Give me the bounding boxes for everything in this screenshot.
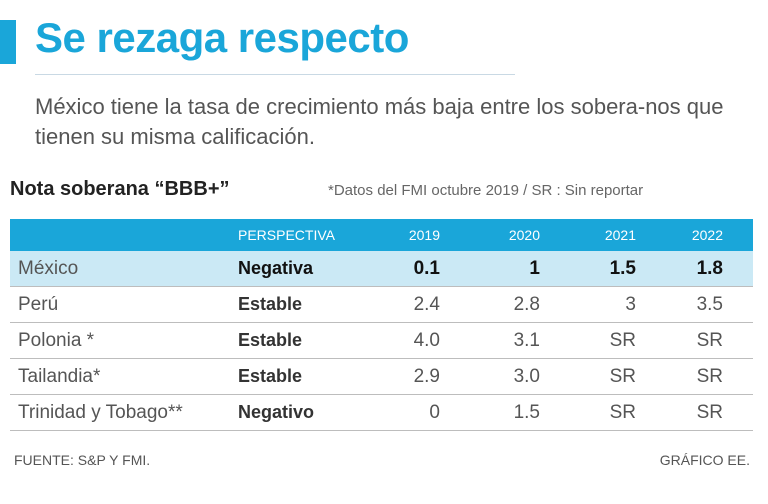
chart-subtitle: México tiene la tasa de crecimiento más …	[35, 94, 724, 149]
header-2022: 2022	[691, 227, 723, 243]
value-cell-2022: SR	[696, 401, 723, 423]
graphic-credit: GRÁFICO EE.	[659, 452, 750, 468]
value-cell-2020: 3.1	[513, 329, 540, 351]
chart-title: Se rezaga respecto	[35, 14, 409, 61]
value-cell-2022: 1.8	[696, 257, 723, 279]
outlook-cell: Estable	[238, 294, 303, 314]
value-cell-2019: 2.4	[413, 293, 440, 315]
country-cell: Tailandia*	[18, 365, 101, 387]
title-divider	[35, 74, 515, 75]
value-cell-2021: 3	[625, 293, 636, 315]
value-cell-2022: SR	[696, 329, 723, 351]
value-cell-2020: 1	[529, 257, 540, 279]
value-cell-2019: 2.9	[413, 365, 440, 387]
table-row: Trinidad y Tobago** Negativo 0 1.5 SR SR	[10, 395, 753, 431]
country-cell: Trinidad y Tobago**	[18, 401, 183, 423]
value-cell-2019: 0.1	[413, 257, 440, 279]
value-cell-2021: 1.5	[609, 257, 636, 279]
value-cell-2020: 2.8	[513, 293, 540, 315]
value-cell-2019: 0	[429, 401, 440, 423]
data-table: PERSPECTIVA 2019 2020 2021 2022 México Ne…	[10, 219, 753, 431]
value-cell-2020: 3.0	[513, 365, 540, 387]
header-perspectiva: PERSPECTIVA	[238, 227, 335, 243]
source-note: FUENTE: S&P Y FMI.	[14, 452, 151, 468]
value-cell-2019: 4.0	[413, 329, 440, 351]
country-cell: Perú	[18, 293, 59, 315]
value-cell-2021: SR	[609, 365, 636, 387]
value-cell-2022: 3.5	[696, 293, 723, 315]
header-2020: 2020	[508, 227, 540, 243]
country-cell: Polonia *	[18, 329, 95, 351]
table-row: Tailandia* Estable 2.9 3.0 SR SR	[10, 359, 753, 395]
outlook-cell: Estable	[238, 330, 303, 350]
table-row: Perú Estable 2.4 2.8 3 3.5	[10, 287, 753, 323]
value-cell-2021: SR	[609, 401, 636, 423]
outlook-cell: Negativo	[238, 402, 315, 422]
table-heading: Nota soberana “BBB+”	[10, 178, 230, 200]
table-row: Polonia * Estable 4.0 3.1 SR SR	[10, 323, 753, 359]
value-cell-2020: 1.5	[513, 401, 540, 423]
table-header-row: PERSPECTIVA 2019 2020 2021 2022	[10, 219, 753, 251]
title-accent-bar	[0, 20, 16, 64]
outlook-cell: Estable	[238, 366, 303, 386]
value-cell-2021: SR	[609, 329, 636, 351]
header-2019: 2019	[408, 227, 440, 243]
footnote: *Datos del FMI octubre 2019 / SR : Sin r…	[328, 182, 644, 199]
outlook-cell: Negativa	[238, 258, 314, 278]
header-2021: 2021	[604, 227, 636, 243]
country-cell: México	[18, 257, 79, 279]
value-cell-2022: SR	[696, 365, 723, 387]
table-row: México Negativa 0.1 1 1.5 1.8	[10, 251, 753, 287]
